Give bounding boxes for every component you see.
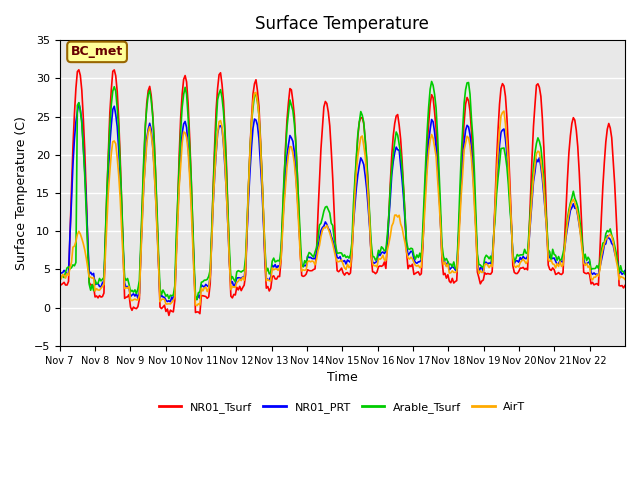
Line: Arable_Tsurf: Arable_Tsurf [60,82,625,300]
Arable_Tsurf [461,87,469,93]
NR01_PRT [75,100,83,106]
NR01_Tsurf [76,72,84,78]
NR01_PRT [461,128,469,133]
AirT [546,259,554,264]
AirT [193,303,201,309]
AirT [56,275,63,281]
NR01_Tsurf [75,67,83,72]
NR01_Tsurf [56,281,63,287]
Text: BC_met: BC_met [71,46,124,59]
Arable_Tsurf [621,272,629,277]
NR01_PRT [94,281,102,287]
Arable_Tsurf [620,269,627,275]
AirT [349,222,357,228]
NR01_PRT [56,272,63,277]
Line: NR01_PRT: NR01_PRT [60,103,625,302]
Arable_Tsurf [546,249,554,255]
Line: AirT: AirT [60,93,625,306]
AirT [621,276,629,282]
AirT [93,286,100,291]
Arable_Tsurf [93,281,100,287]
Arable_Tsurf [428,79,435,84]
NR01_Tsurf [165,312,173,318]
NR01_PRT [349,221,357,227]
NR01_Tsurf [94,295,102,301]
AirT [75,228,83,234]
Arable_Tsurf [56,274,63,279]
NR01_PRT [166,299,174,305]
Legend: NR01_Tsurf, NR01_PRT, Arable_Tsurf, AirT: NR01_Tsurf, NR01_PRT, Arable_Tsurf, AirT [155,397,530,417]
NR01_Tsurf [546,266,554,272]
Title: Surface Temperature: Surface Temperature [255,15,429,33]
NR01_PRT [546,255,554,261]
NR01_Tsurf [620,285,627,291]
Arable_Tsurf [75,100,83,106]
NR01_Tsurf [621,283,629,288]
NR01_Tsurf [461,101,469,107]
AirT [620,275,627,281]
AirT [252,90,260,96]
NR01_PRT [621,268,629,274]
Y-axis label: Surface Temperature (C): Surface Temperature (C) [15,116,28,270]
Arable_Tsurf [193,297,201,302]
AirT [461,140,469,146]
Line: NR01_Tsurf: NR01_Tsurf [60,70,625,315]
NR01_PRT [76,107,84,113]
Arable_Tsurf [348,240,356,246]
NR01_PRT [620,270,627,276]
NR01_Tsurf [349,219,357,225]
X-axis label: Time: Time [327,371,358,384]
